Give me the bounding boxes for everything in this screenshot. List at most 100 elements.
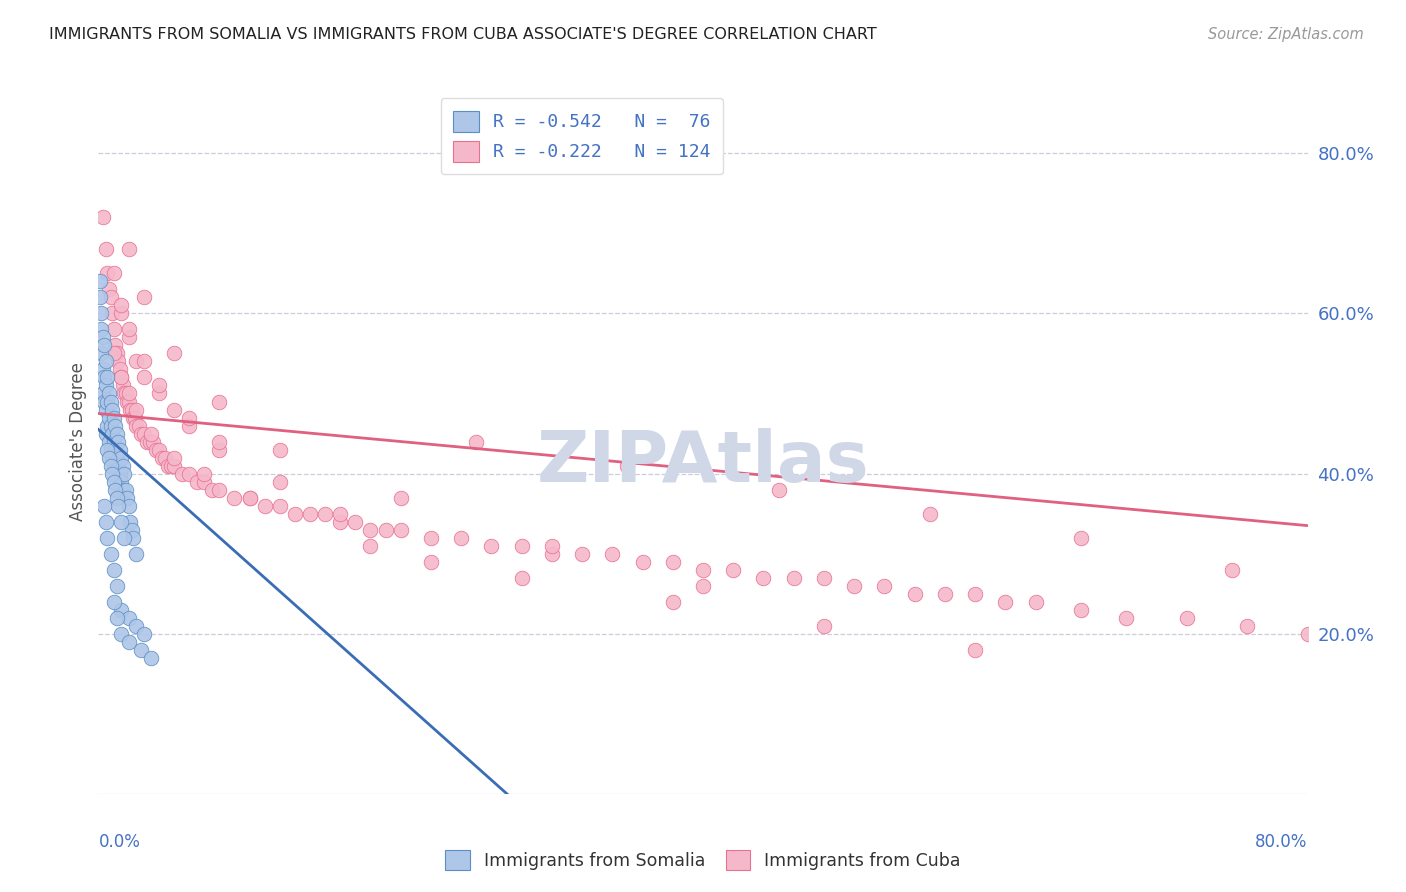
- Point: [120, 402, 142, 417]
- Point: [115, 491, 138, 505]
- Point: [91, 386, 114, 401]
- Point: [98, 282, 121, 296]
- Point: [752, 571, 775, 585]
- Point: [98, 386, 121, 401]
- Point: [163, 346, 186, 360]
- Point: [420, 531, 443, 545]
- Point: [94, 426, 117, 441]
- Point: [510, 571, 533, 585]
- Point: [481, 539, 503, 553]
- Point: [103, 563, 125, 577]
- Point: [360, 539, 382, 553]
- Point: [104, 418, 127, 433]
- Point: [153, 450, 176, 465]
- Point: [107, 434, 129, 449]
- Point: [965, 587, 987, 601]
- Point: [723, 563, 745, 577]
- Point: [1024, 595, 1046, 609]
- Point: [101, 426, 124, 441]
- Point: [103, 410, 125, 425]
- Point: [108, 362, 131, 376]
- Point: [100, 458, 122, 473]
- Point: [110, 370, 132, 384]
- Point: [110, 298, 132, 312]
- Point: [121, 402, 143, 417]
- Point: [616, 458, 638, 473]
- Point: [661, 595, 683, 609]
- Point: [124, 410, 146, 425]
- Point: [103, 434, 125, 449]
- Point: [90, 322, 112, 336]
- Text: IMMIGRANTS FROM SOMALIA VS IMMIGRANTS FROM CUBA ASSOCIATE'S DEGREE CORRELATION C: IMMIGRANTS FROM SOMALIA VS IMMIGRANTS FR…: [49, 27, 877, 42]
- Point: [118, 499, 141, 513]
- Point: [208, 394, 231, 409]
- Point: [125, 354, 148, 368]
- Point: [100, 547, 122, 561]
- Point: [96, 266, 118, 280]
- Point: [104, 483, 127, 497]
- Point: [122, 410, 145, 425]
- Text: ZIPAtlas: ZIPAtlas: [537, 428, 869, 497]
- Point: [844, 579, 866, 593]
- Point: [96, 531, 118, 545]
- Point: [94, 243, 117, 257]
- Point: [128, 418, 150, 433]
- Point: [101, 467, 124, 481]
- Point: [91, 211, 114, 225]
- Point: [813, 571, 835, 585]
- Point: [93, 394, 115, 409]
- Point: [269, 475, 291, 489]
- Point: [91, 362, 114, 376]
- Point: [100, 442, 122, 457]
- Point: [125, 418, 148, 433]
- Point: [450, 531, 472, 545]
- Point: [179, 410, 201, 425]
- Point: [692, 563, 714, 577]
- Point: [148, 442, 170, 457]
- Y-axis label: Associate's Degree: Associate's Degree: [69, 362, 87, 521]
- Point: [103, 595, 125, 609]
- Point: [1115, 610, 1137, 624]
- Point: [269, 442, 291, 457]
- Point: [129, 642, 152, 657]
- Point: [107, 458, 129, 473]
- Point: [105, 579, 128, 593]
- Point: [994, 595, 1017, 609]
- Point: [186, 475, 208, 489]
- Point: [118, 330, 141, 344]
- Point: [110, 306, 132, 320]
- Point: [631, 555, 654, 569]
- Point: [111, 378, 134, 392]
- Point: [118, 322, 141, 336]
- Point: [813, 618, 835, 632]
- Point: [89, 290, 111, 304]
- Point: [141, 426, 163, 441]
- Point: [89, 274, 111, 288]
- Point: [374, 523, 396, 537]
- Point: [96, 442, 118, 457]
- Point: [132, 426, 155, 441]
- Point: [179, 467, 201, 481]
- Point: [93, 338, 115, 352]
- Point: [93, 499, 115, 513]
- Point: [110, 603, 132, 617]
- Point: [132, 354, 155, 368]
- Point: [873, 579, 896, 593]
- Point: [692, 579, 714, 593]
- Point: [783, 571, 806, 585]
- Point: [1070, 531, 1092, 545]
- Point: [389, 491, 412, 505]
- Point: [314, 507, 336, 521]
- Point: [1236, 618, 1258, 632]
- Point: [239, 491, 262, 505]
- Point: [208, 483, 231, 497]
- Point: [170, 467, 193, 481]
- Point: [918, 507, 941, 521]
- Point: [208, 434, 231, 449]
- Point: [269, 499, 291, 513]
- Point: [107, 354, 129, 368]
- Point: [98, 434, 121, 449]
- Point: [160, 458, 183, 473]
- Point: [118, 634, 141, 648]
- Point: [360, 523, 382, 537]
